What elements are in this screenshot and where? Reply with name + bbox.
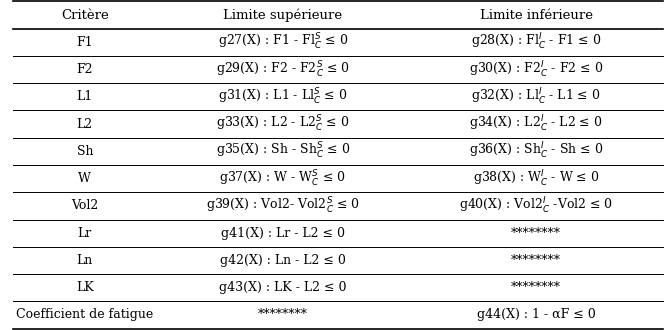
Text: g30(X) : F2$_C^I$ - F2 ≤ 0: g30(X) : F2$_C^I$ - F2 ≤ 0 bbox=[469, 59, 603, 80]
Text: Limite inférieure: Limite inférieure bbox=[479, 9, 592, 21]
Text: g34(X) : L2$_C^I$ - L2 ≤ 0: g34(X) : L2$_C^I$ - L2 ≤ 0 bbox=[469, 114, 603, 134]
Text: g39(X) : Vol2- Vol2$_C^S$ ≤ 0: g39(X) : Vol2- Vol2$_C^S$ ≤ 0 bbox=[206, 196, 360, 216]
Text: Coefficient de fatigue: Coefficient de fatigue bbox=[16, 309, 153, 321]
Text: Vol2: Vol2 bbox=[71, 199, 98, 213]
Text: g27(X) : F1 - Fl$_C^S$ ≤ 0: g27(X) : F1 - Fl$_C^S$ ≤ 0 bbox=[218, 32, 348, 52]
Text: F1: F1 bbox=[76, 36, 93, 49]
Text: g28(X) : Fl$_C^I$ - F1 ≤ 0: g28(X) : Fl$_C^I$ - F1 ≤ 0 bbox=[471, 32, 601, 52]
Text: Lr: Lr bbox=[78, 227, 92, 240]
Text: g33(X) : L2 - L2$_C^S$ ≤ 0: g33(X) : L2 - L2$_C^S$ ≤ 0 bbox=[216, 114, 350, 134]
Text: g31(X) : L1 - Ll$_C^S$ ≤ 0: g31(X) : L1 - Ll$_C^S$ ≤ 0 bbox=[218, 87, 348, 107]
Text: Sh: Sh bbox=[76, 145, 93, 158]
Text: ********: ******** bbox=[258, 309, 308, 321]
Text: L2: L2 bbox=[77, 117, 93, 131]
Text: g42(X) : Ln - L2 ≤ 0: g42(X) : Ln - L2 ≤ 0 bbox=[220, 254, 346, 267]
Text: g32(X) : Ll$_C^I$ - L1 ≤ 0: g32(X) : Ll$_C^I$ - L1 ≤ 0 bbox=[471, 87, 601, 107]
Text: g38(X) : W$_C^I$ - W ≤ 0: g38(X) : W$_C^I$ - W ≤ 0 bbox=[473, 169, 600, 189]
Text: g43(X) : LK - L2 ≤ 0: g43(X) : LK - L2 ≤ 0 bbox=[219, 281, 347, 294]
Text: ********: ******** bbox=[511, 227, 561, 240]
Text: F2: F2 bbox=[76, 63, 93, 76]
Text: Limite supérieure: Limite supérieure bbox=[223, 8, 343, 22]
Text: ********: ******** bbox=[511, 281, 561, 294]
Text: g40(X) : Vol2$_C^I$ -Vol2 ≤ 0: g40(X) : Vol2$_C^I$ -Vol2 ≤ 0 bbox=[459, 196, 613, 216]
Text: g37(X) : W - W$_C^S$ ≤ 0: g37(X) : W - W$_C^S$ ≤ 0 bbox=[219, 169, 346, 189]
Text: g29(X) : F2 - F2$_C^S$ ≤ 0: g29(X) : F2 - F2$_C^S$ ≤ 0 bbox=[216, 59, 350, 80]
Text: Critère: Critère bbox=[61, 9, 109, 21]
Text: g41(X) : Lr - L2 ≤ 0: g41(X) : Lr - L2 ≤ 0 bbox=[221, 227, 345, 240]
Text: ********: ******** bbox=[511, 254, 561, 267]
Text: g36(X) : Sh$_C^I$ - Sh ≤ 0: g36(X) : Sh$_C^I$ - Sh ≤ 0 bbox=[469, 141, 603, 161]
Text: W: W bbox=[78, 172, 91, 185]
Text: LK: LK bbox=[76, 281, 94, 294]
Text: g35(X) : Sh - Sh$_C^S$ ≤ 0: g35(X) : Sh - Sh$_C^S$ ≤ 0 bbox=[216, 141, 350, 161]
Text: Ln: Ln bbox=[77, 254, 93, 267]
Text: L1: L1 bbox=[77, 90, 93, 103]
Text: g44(X) : 1 - αF ≤ 0: g44(X) : 1 - αF ≤ 0 bbox=[477, 309, 596, 321]
